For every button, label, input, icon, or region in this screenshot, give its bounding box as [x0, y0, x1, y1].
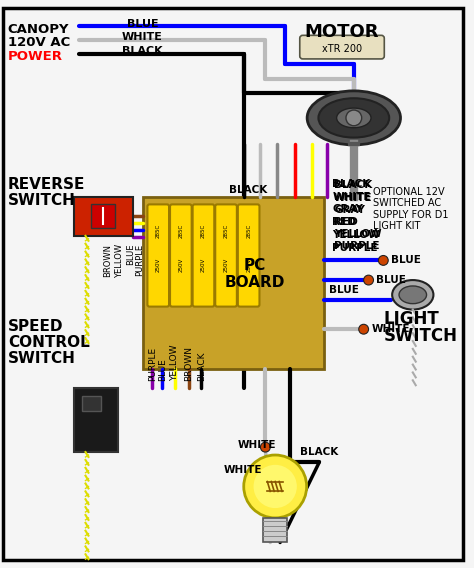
FancyBboxPatch shape — [170, 204, 191, 307]
Text: BLUE: BLUE — [391, 256, 421, 265]
Text: BLUE: BLUE — [126, 244, 135, 265]
Text: CONTROL: CONTROL — [8, 335, 90, 350]
Ellipse shape — [307, 91, 401, 145]
Text: 285C: 285C — [156, 224, 161, 238]
Text: YELLOW: YELLOW — [171, 345, 180, 381]
Text: BROWN: BROWN — [184, 346, 193, 381]
Bar — [74, 197, 133, 236]
Ellipse shape — [337, 108, 371, 128]
Bar — [91, 204, 115, 228]
FancyBboxPatch shape — [192, 204, 214, 307]
Bar — [82, 396, 101, 411]
Bar — [143, 197, 324, 369]
Circle shape — [260, 442, 270, 452]
Text: BLACK: BLACK — [334, 179, 373, 190]
Ellipse shape — [392, 280, 433, 310]
Text: 250V: 250V — [246, 258, 251, 273]
Text: MOTOR: MOTOR — [305, 23, 379, 40]
Text: WHITE: WHITE — [372, 324, 410, 334]
Text: LIGHT: LIGHT — [383, 310, 439, 328]
Text: SWITCH: SWITCH — [383, 327, 457, 345]
Text: PURPLE: PURPLE — [332, 243, 378, 253]
Text: GRAY: GRAY — [332, 204, 363, 214]
Text: RED: RED — [334, 217, 358, 227]
FancyBboxPatch shape — [300, 35, 384, 59]
Text: 250V: 250V — [178, 258, 183, 273]
Text: 285C: 285C — [224, 224, 228, 238]
Text: SPEED: SPEED — [8, 319, 64, 335]
Text: YELLOW: YELLOW — [115, 244, 124, 278]
Text: WHITE: WHITE — [122, 32, 163, 43]
Text: 285C: 285C — [178, 224, 183, 238]
Text: BLUE: BLUE — [158, 358, 167, 381]
Ellipse shape — [319, 98, 389, 137]
Circle shape — [244, 455, 307, 518]
Text: SWITCH: SWITCH — [8, 351, 76, 366]
FancyBboxPatch shape — [215, 204, 237, 307]
Text: WHITE: WHITE — [238, 440, 276, 450]
Text: YELLOW: YELLOW — [332, 230, 380, 240]
Circle shape — [359, 324, 369, 334]
Text: BLACK: BLACK — [332, 179, 371, 189]
Text: BLUE: BLUE — [329, 285, 359, 295]
Text: WHITE: WHITE — [332, 191, 371, 202]
Text: BLACK: BLACK — [229, 185, 267, 195]
Text: SWITCH: SWITCH — [8, 193, 76, 207]
Circle shape — [364, 275, 374, 285]
Text: BROWN: BROWN — [104, 244, 113, 277]
Text: YELLOW: YELLOW — [334, 229, 382, 239]
Text: GRAY: GRAY — [334, 205, 365, 215]
Circle shape — [254, 465, 297, 508]
Text: 250V: 250V — [201, 258, 206, 273]
Text: BLACK: BLACK — [122, 46, 163, 56]
Text: BLUE: BLUE — [127, 19, 158, 28]
Text: PC
BOARD: PC BOARD — [225, 258, 285, 290]
Bar — [264, 518, 287, 542]
Text: BLUE: BLUE — [376, 275, 406, 285]
Text: PURPLE: PURPLE — [334, 241, 380, 250]
Text: PURPLE: PURPLE — [135, 244, 144, 276]
Text: 285C: 285C — [201, 224, 206, 238]
Bar — [74, 388, 118, 452]
Text: BLACK: BLACK — [197, 352, 206, 381]
Text: OPTIONAL 12V
SWITCHED AC
SUPPLY FOR D1
LIGHT KIT: OPTIONAL 12V SWITCHED AC SUPPLY FOR D1 L… — [374, 187, 449, 232]
Text: 250V: 250V — [224, 258, 228, 273]
Text: PURPLE: PURPLE — [148, 347, 157, 381]
FancyBboxPatch shape — [238, 204, 259, 307]
Text: REVERSE: REVERSE — [8, 177, 85, 192]
Text: RED: RED — [332, 217, 356, 227]
Text: xTR 200: xTR 200 — [322, 44, 362, 54]
FancyBboxPatch shape — [147, 204, 169, 307]
Text: WHITE: WHITE — [334, 193, 373, 203]
Text: CANOPY: CANOPY — [8, 23, 69, 36]
Text: POWER: POWER — [8, 50, 63, 63]
Text: BLACK: BLACK — [300, 447, 338, 457]
Text: 120V AC: 120V AC — [8, 36, 70, 49]
Circle shape — [378, 256, 388, 265]
Ellipse shape — [399, 286, 427, 304]
Text: WHITE: WHITE — [224, 465, 263, 475]
Circle shape — [346, 110, 362, 126]
Text: 285C: 285C — [246, 224, 251, 238]
Text: 250V: 250V — [156, 258, 161, 273]
